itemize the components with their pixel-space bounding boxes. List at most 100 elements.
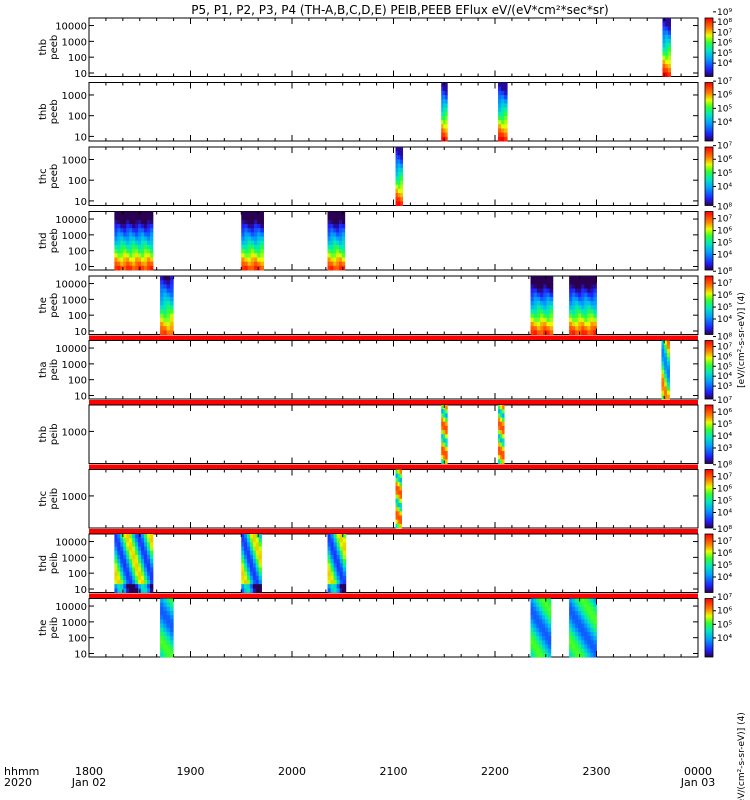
spectrogram-cell — [333, 550, 338, 556]
spectrogram-cell — [163, 611, 168, 616]
spectrogram-cell — [572, 305, 576, 310]
spectrogram-cell — [132, 575, 136, 581]
spectrogram-cell — [249, 550, 254, 556]
spectrogram-cell — [587, 330, 591, 335]
spectrogram-cell — [504, 107, 508, 113]
spectrogram-cell — [333, 584, 338, 589]
spectrogram-cell — [126, 559, 130, 564]
spectrogram-cell — [572, 296, 576, 302]
spectrogram-cell — [545, 623, 549, 629]
spectrogram-cell — [542, 598, 546, 604]
spectrogram-cell — [257, 219, 261, 225]
spectrogram-cell — [584, 309, 588, 315]
spectrogram-cell — [545, 598, 549, 604]
fill-band — [89, 400, 698, 406]
spectrogram-cell — [160, 648, 164, 654]
spectrogram-cell — [501, 95, 505, 100]
spectrogram-cell — [400, 147, 404, 152]
spectrogram-cell — [572, 301, 576, 306]
spectrogram-cell — [114, 575, 118, 581]
spectrogram-cell — [342, 579, 347, 585]
spectrogram-cell — [327, 215, 331, 221]
spectrogram-cell — [584, 652, 588, 658]
spectrogram-cell — [120, 219, 124, 225]
spectrogram-cell — [593, 330, 597, 335]
spectrogram-cell — [536, 602, 540, 608]
spectrogram-cell — [169, 619, 174, 624]
y-tick-label: 10 — [74, 197, 87, 208]
spectrogram-cell — [569, 321, 573, 327]
spectrogram-cell — [333, 567, 338, 573]
spectrogram-cell — [144, 236, 148, 242]
colorbar-tick-label: 10⁷ — [717, 537, 732, 547]
spectrogram-cell — [572, 330, 576, 335]
spectrogram-cell — [336, 224, 340, 229]
spectrogram-cell — [252, 546, 257, 552]
spectrogram-cell — [666, 373, 670, 379]
spectrogram-cell — [536, 606, 540, 612]
x-tick-date: Jan 02 — [71, 776, 106, 789]
spectrogram-cell — [549, 284, 554, 289]
spectrogram-cell — [249, 538, 254, 543]
spectrogram-cell — [543, 284, 547, 289]
spectrogram-cell — [664, 394, 668, 400]
spectrogram-cell — [662, 51, 666, 57]
spectrogram-cell — [593, 648, 597, 654]
spectrogram-cell — [578, 640, 582, 645]
spectrogram-cell — [126, 265, 130, 271]
spectrogram-cell — [584, 280, 588, 285]
spectrogram-burst — [661, 340, 670, 400]
spectrogram-cell — [399, 486, 403, 491]
spectrogram-cell — [336, 236, 340, 242]
spectrogram-cell — [498, 115, 502, 121]
spectrogram-cell — [114, 228, 118, 233]
spectrogram-cell — [163, 636, 168, 641]
spectrogram-cell — [114, 538, 118, 543]
spectrogram-cell — [445, 417, 448, 423]
spectrogram-cell — [584, 640, 588, 645]
spectrogram-cell — [569, 276, 573, 281]
spectrogram-cell — [502, 413, 505, 418]
spectrogram-cell — [129, 542, 133, 547]
spectrogram-cell — [244, 538, 248, 543]
spectrogram-cell — [590, 652, 594, 658]
spectrogram-cell — [241, 265, 245, 271]
spectrogram-cell — [330, 232, 334, 237]
spectrogram-cell — [166, 644, 171, 650]
spectrogram-cell — [443, 450, 446, 456]
spectrogram-cell — [147, 232, 151, 237]
panel-frame — [88, 275, 699, 335]
spectrogram-cell — [138, 554, 142, 560]
spectrogram-cell — [543, 321, 547, 327]
spectrogram-cell — [665, 63, 669, 69]
spectrogram-cell — [587, 636, 591, 641]
spectrogram-cell — [397, 502, 400, 508]
spectrogram-burst — [569, 598, 597, 658]
spectrogram-cell — [120, 215, 124, 221]
spectrogram-cell — [665, 34, 669, 40]
colorbar — [704, 82, 714, 142]
spectrogram-cell — [501, 99, 505, 104]
spectrogram-cell — [341, 265, 346, 271]
spectrogram-cell — [120, 546, 124, 552]
spectrogram-cell — [575, 619, 579, 624]
spectrogram-cell — [141, 224, 145, 229]
spectrogram-cell — [536, 652, 540, 658]
spectrogram-cell — [341, 244, 346, 250]
spectrogram-cell — [166, 652, 171, 658]
spectrogram-cell — [536, 611, 540, 616]
spectrogram-cell — [241, 236, 245, 242]
spectrogram-cell — [536, 619, 540, 624]
spectrogram-cell — [166, 623, 171, 629]
spectrogram-cell — [330, 249, 334, 254]
spectrogram-cell — [258, 542, 262, 547]
spectrogram-cell — [578, 611, 582, 616]
spectrogram-cell — [395, 167, 399, 173]
spectrogram-cell — [569, 309, 573, 315]
spectrogram-cell — [539, 644, 543, 650]
figure-title: P5, P1, P2, P3, P4 (TH-A,B,C,D,E) PEIB,P… — [191, 3, 608, 17]
spectrogram-cell — [132, 211, 136, 217]
spectrogram-cell — [546, 326, 551, 331]
spectrogram-cell — [445, 413, 448, 418]
spectrogram-cell — [665, 18, 669, 23]
